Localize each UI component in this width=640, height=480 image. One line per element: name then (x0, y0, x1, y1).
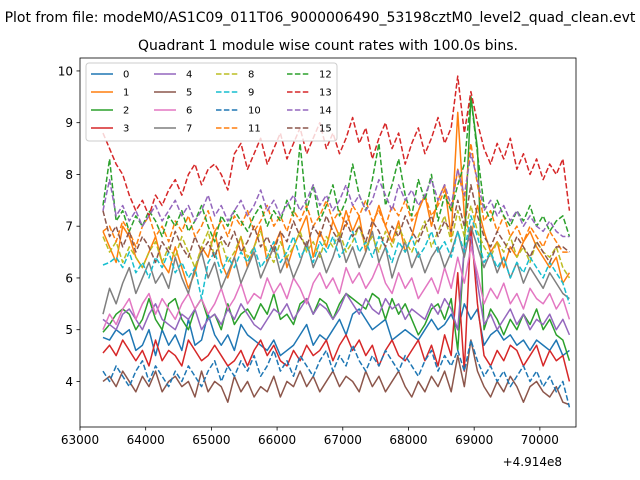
x-tick-label: 70000 (521, 433, 559, 447)
y-tick-label: 4 (65, 375, 73, 389)
legend-box (85, 62, 338, 142)
series-line-5 (102, 339, 570, 406)
series-line-13 (102, 75, 571, 217)
legend-label-14: 14 (319, 106, 332, 117)
x-tick-label: 67000 (324, 433, 362, 447)
legend-label-3: 3 (123, 124, 129, 135)
legend-label-8: 8 (248, 70, 254, 81)
series-line-3 (102, 225, 571, 382)
y-tick-label: 6 (65, 271, 73, 285)
legend-label-11: 11 (248, 124, 261, 135)
x-axis-offset-label: +4.914e8 (503, 455, 562, 469)
legend-label-12: 12 (319, 70, 332, 81)
figure-suptitle: Plot from file: modeM0/AS1C09_011T06_900… (5, 10, 636, 26)
y-tick-label: 10 (58, 64, 73, 78)
series-line-11 (102, 142, 570, 253)
x-tick-label: 68000 (389, 433, 427, 447)
legend-label-1: 1 (123, 88, 129, 99)
plot-axes: 63000 64000 65000 66000 67000 68000 69000 70000… (58, 57, 577, 447)
legend-label-13: 13 (319, 88, 332, 99)
legend-label-2: 2 (123, 106, 129, 117)
y-tick-label: 8 (65, 168, 73, 182)
y-tick-label: 9 (65, 116, 73, 130)
series-line-6 (102, 246, 571, 330)
legend-label-4: 4 (186, 70, 192, 81)
legend-label-0: 0 (123, 70, 129, 81)
x-axis: 63000 64000 65000 66000 67000 68000 69000 70000 (61, 427, 559, 447)
x-tick-label: 64000 (127, 433, 165, 447)
series-line-9 (102, 215, 571, 305)
chart-title: Quadrant 1 module wise count rates with … (138, 38, 518, 54)
legend-label-10: 10 (248, 106, 261, 117)
series-line-12 (102, 96, 571, 243)
series-layer (102, 75, 571, 408)
x-tick-label: 65000 (192, 433, 230, 447)
series-line-14 (102, 152, 570, 238)
legend-label-6: 6 (186, 106, 192, 117)
series-line-4 (102, 235, 571, 336)
legend-label-7: 7 (186, 124, 192, 135)
y-axis: 4 5 6 7 8 9 10 (58, 64, 80, 389)
legend-label-5: 5 (186, 88, 192, 99)
series-line-0 (102, 303, 570, 357)
legend-label-9: 9 (248, 88, 254, 99)
y-tick-label: 5 (65, 323, 73, 337)
axes-frame (79, 57, 577, 428)
x-tick-label: 69000 (455, 433, 493, 447)
y-tick-label: 7 (65, 220, 73, 234)
series-line-10 (102, 339, 571, 408)
x-tick-label: 63000 (61, 433, 99, 447)
legend-label-15: 15 (319, 124, 332, 135)
series-line-15 (102, 184, 570, 264)
x-tick-label: 66000 (258, 433, 296, 447)
